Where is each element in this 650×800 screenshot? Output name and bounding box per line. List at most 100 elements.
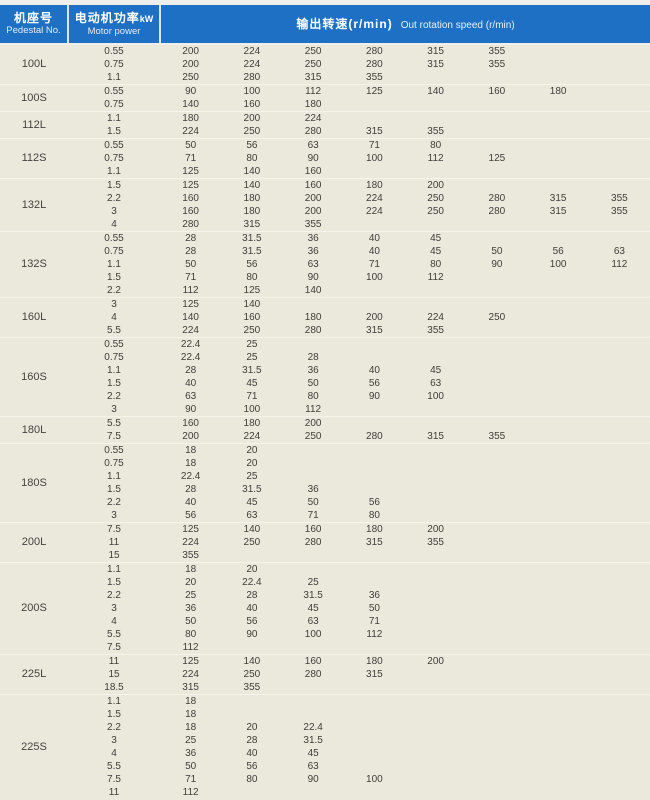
output-speed-cell	[466, 98, 527, 112]
output-speed-cell: 71	[368, 616, 380, 627]
page-top-margin	[0, 0, 650, 5]
output-speed-cell: 80	[368, 510, 380, 521]
output-speed-cell	[466, 111, 528, 125]
output-speed-cell	[283, 786, 344, 799]
output-speed-cell	[528, 496, 589, 509]
output-speed-cell: 18	[160, 694, 222, 708]
output-speed-cell: 22.4	[160, 337, 222, 351]
output-speed-cell	[528, 271, 589, 284]
motor-power-cell: 2.2	[107, 590, 121, 601]
table-row: 0.75 71 80 90 100 112 125	[0, 152, 650, 165]
output-speed-cell: 100	[304, 629, 322, 640]
header-power-unit: kW	[139, 13, 154, 24]
output-speed-cell: 50	[185, 616, 197, 627]
output-speed-cell	[466, 377, 527, 390]
output-speed-cell	[405, 416, 467, 430]
table-row: 4 140 160 180 200 224 250	[0, 311, 650, 324]
header-pedestal: 机座号 Pedestal No.	[0, 5, 68, 45]
pedestal-no-cell: 112L	[0, 111, 68, 139]
motor-power-cell: 1.5	[107, 126, 121, 137]
output-speed-cell	[528, 760, 589, 773]
output-speed-cell	[466, 654, 528, 668]
output-speed-cell: 71	[185, 153, 197, 164]
motor-power-cell: 0.75	[104, 59, 124, 70]
output-speed-cell: 250	[243, 537, 261, 548]
motor-speed-table: 机座号 Pedestal No. 电动机功率kW Motor power 输出转…	[0, 5, 650, 799]
output-speed-cell	[589, 641, 650, 655]
output-speed-cell	[466, 708, 527, 721]
output-speed-cell	[344, 165, 405, 179]
output-speed-cell: 140	[221, 297, 283, 311]
output-speed-cell: 315	[366, 325, 383, 336]
output-speed-cell	[589, 324, 650, 338]
motor-power-cell: 5.5	[107, 629, 121, 640]
output-speed-cell	[466, 390, 527, 403]
output-speed-cell: 200	[405, 654, 467, 668]
output-speed-cell	[589, 218, 650, 232]
output-speed-cell	[466, 470, 527, 483]
output-speed-cell: 160	[282, 654, 344, 668]
table-header: 机座号 Pedestal No. 电动机功率kW Motor power 输出转…	[0, 5, 650, 45]
output-speed-cell: 36	[307, 246, 319, 257]
output-speed-cell: 31.5	[303, 735, 323, 746]
output-speed-cell	[221, 708, 282, 721]
output-speed-cell: 355	[366, 72, 383, 83]
output-speed-cell: 250	[243, 325, 261, 336]
output-speed-cell	[527, 562, 589, 576]
output-speed-cell: 250	[182, 72, 199, 83]
motor-power-cell: 0.55	[68, 337, 160, 351]
output-speed-cell	[527, 231, 589, 245]
output-speed-cell: 250	[243, 669, 261, 680]
output-speed-cell: 25	[307, 577, 319, 588]
output-speed-cell	[588, 297, 650, 311]
output-speed-cell: 71	[343, 138, 405, 152]
output-speed-cell: 280	[304, 537, 322, 548]
output-speed-cell	[405, 496, 466, 509]
output-speed-cell	[528, 708, 589, 721]
table-row: 0.75 22.4 25 28	[0, 351, 650, 364]
output-speed-cell: 224	[182, 537, 199, 548]
table-row: 2.2 160 180 200 224 250 280 315 355	[0, 192, 650, 205]
output-speed-cell	[589, 708, 650, 721]
output-speed-cell: 280	[243, 72, 261, 83]
output-speed-cell: 224	[427, 312, 444, 323]
table-row: 100L 0.55 200 224 250 280 315 355	[0, 44, 650, 70]
output-speed-cell: 63	[430, 378, 442, 389]
output-speed-cell: 20	[246, 722, 258, 733]
output-speed-cell	[466, 416, 528, 430]
output-speed-cell: 180	[527, 84, 589, 98]
output-speed-cell	[405, 615, 466, 628]
output-speed-cell: 56	[246, 259, 258, 270]
table-row: 225S 1.1 18	[0, 694, 650, 799]
output-speed-cell	[527, 654, 589, 668]
output-speed-cell: 315	[304, 72, 322, 83]
output-speed-cell	[528, 430, 589, 444]
output-speed-cell	[344, 470, 405, 483]
output-speed-cell: 80	[405, 138, 467, 152]
output-speed-cell: 31.5	[303, 590, 323, 601]
output-speed-cell	[405, 721, 466, 734]
output-speed-cell: 63	[185, 391, 197, 402]
output-speed-cell: 36	[185, 748, 197, 759]
output-speed-cell: 224	[182, 669, 199, 680]
motor-power-cell: 1.5	[107, 577, 121, 588]
table-row: 112L 1.1 180 200 224	[0, 111, 650, 139]
output-speed-cell	[528, 615, 589, 628]
table-row: 4 36 40 45	[0, 747, 650, 760]
motor-power-cell: 2.2	[107, 722, 121, 733]
table-row: 7.5 112	[0, 641, 650, 655]
output-speed-cell: 40	[246, 603, 258, 614]
output-speed-cell	[527, 416, 589, 430]
output-speed-cell: 200	[304, 193, 322, 204]
output-speed-cell	[527, 337, 589, 351]
output-speed-cell: 25	[185, 590, 197, 601]
output-speed-cell: 80	[430, 259, 442, 270]
motor-power-cell: 11	[108, 537, 120, 548]
table-row: 15 355	[0, 549, 650, 563]
output-speed-cell: 160	[243, 312, 261, 323]
output-speed-cell	[527, 522, 589, 536]
output-speed-cell	[466, 522, 528, 536]
output-speed-cell: 315	[427, 431, 444, 442]
output-speed-cell: 90	[307, 153, 319, 164]
output-speed-cell	[405, 628, 466, 641]
